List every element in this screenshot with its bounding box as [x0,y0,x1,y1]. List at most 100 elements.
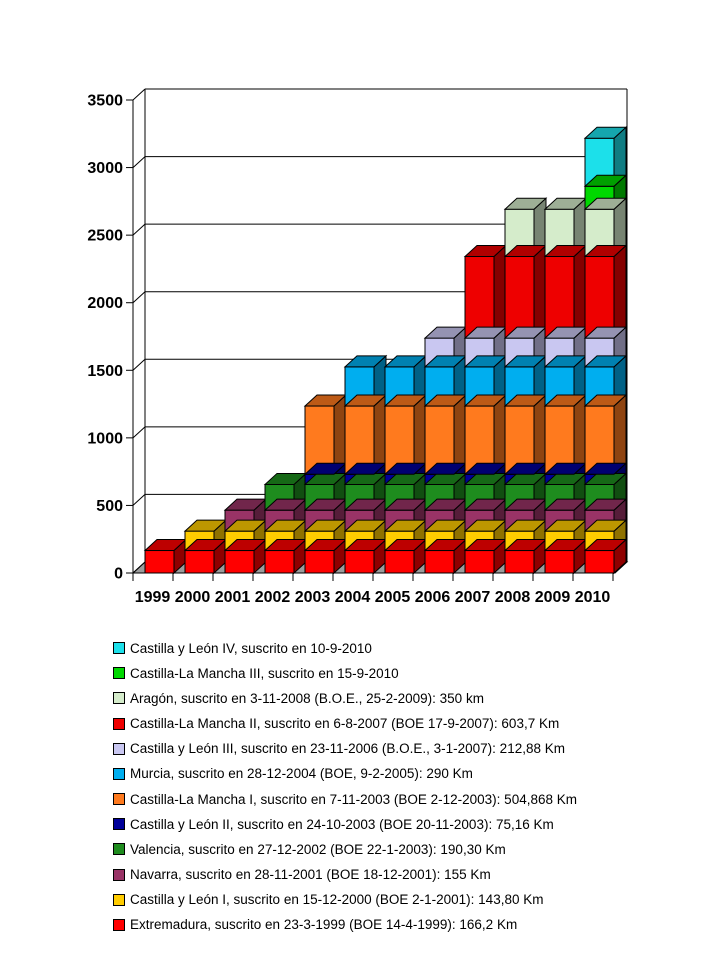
legend-swatch-icon [113,918,125,931]
y-tick-connector [132,426,146,439]
bar-2000 [183,518,228,575]
legend-swatch-icon [113,692,125,705]
segment-side-face [533,244,547,340]
segment-front-face [504,550,535,574]
segment-front-face [344,550,375,574]
x-axis-label: 1999 [135,589,171,606]
segment-front-face [304,550,335,574]
bar-2008 [503,197,548,575]
segment-side-face [613,244,627,340]
segment-top-face [583,498,628,511]
segment-front-face [144,550,175,574]
segment-side-face [613,393,627,476]
bar-2003 [303,393,348,575]
y-axis-label: 3500 [87,93,123,110]
segment-top-face [583,394,628,407]
segment-front-face [264,550,295,574]
bar-2007 [463,244,508,575]
y-axis-label: 3000 [87,160,123,177]
segment-front-face [584,550,615,574]
bar-2004 [343,354,388,575]
segment-top-face [583,519,628,532]
segment-side-face [413,393,427,476]
legend-label: Castilla-La Mancha II, suscrito en 6-8-2… [130,716,560,732]
legend-item: Valencia, suscrito en 27-12-2002 (BOE 22… [113,838,506,860]
segment-top-face [583,245,628,258]
x-axis-label: 2006 [415,589,451,606]
legend-item: Castilla y León II, suscrito en 24-10-20… [113,813,554,835]
segment-front-face [544,550,575,574]
legend-item: Castilla-La Mancha III, suscrito en 15-9… [113,662,399,684]
segment-top-face [583,462,628,475]
legend-label: Aragón, suscrito en 3-11-2008 (B.O.E., 2… [130,690,484,706]
legend-label: Castilla y León II, suscrito en 24-10-20… [130,816,554,832]
segment-top-face [583,126,628,139]
x-axis-label: 2004 [335,589,371,606]
legend-swatch-icon [113,868,125,881]
y-axis-label: 1500 [87,363,123,380]
bar-2005 [383,354,428,575]
legend-swatch-icon [113,767,125,780]
legend-item: Castilla y León III, suscrito en 23-11-2… [113,738,565,760]
y-axis-label: 0 [114,566,123,583]
x-axis-label: 2002 [255,589,291,606]
y-tick-connector [132,358,146,371]
x-axis-label: 2010 [575,589,611,606]
x-axis-label: 2008 [495,589,531,606]
segment-side-face [573,393,587,476]
segment-front-face [224,550,255,574]
bar-2001 [223,498,268,575]
legend-swatch-icon [113,818,125,831]
legend-label: Valencia, suscrito en 27-12-2002 (BOE 22… [130,841,506,857]
segment-top-face [503,197,548,210]
legend-label: Castilla-La Mancha I, suscrito en 7-11-2… [130,791,577,807]
legend-item: Castilla-La Mancha I, suscrito en 7-11-2… [113,788,577,810]
y-tick-connector [132,88,146,101]
bar-2006 [423,325,468,575]
segment-top-face [583,355,628,368]
legend-item: Castilla-La Mancha II, suscrito en 6-8-2… [113,713,559,735]
legend-label: Extremadura, suscrito en 23-3-1999 (BOE … [130,917,518,933]
legend-label: Castilla y León III, suscrito en 23-11-2… [130,741,565,757]
segment-side-face [453,393,467,476]
x-axis-label: 2007 [455,589,491,606]
bar-2009 [543,197,588,575]
y-axis-label: 500 [96,498,123,515]
legend-label: Castilla y León IV, suscrito en 10-9-201… [130,640,372,656]
y-tick-connector [132,223,146,236]
segment-side-face [573,244,587,340]
segment-top-face [583,174,628,187]
x-axis-label: 2003 [295,589,331,606]
legend-swatch-icon [113,742,125,755]
segment-top-face [583,197,628,210]
segment-front-face [504,256,535,339]
x-axis-label: 2009 [535,589,571,606]
legend-swatch-icon [113,717,125,730]
y-tick-connector [132,156,146,168]
y-axis-label: 2000 [87,295,123,312]
segment-front-face [424,550,455,574]
x-axis-label: 2005 [375,589,411,606]
legend-swatch-icon [113,793,125,806]
segment-side-face [333,393,347,476]
segment-side-face [493,393,507,476]
x-axis-label: 2001 [215,589,251,606]
segment-top-face [583,472,628,485]
legend-item: Murcia, suscrito en 28-12-2004 (BOE, 9-2… [113,763,473,785]
bar-1999 [143,538,188,575]
y-axis-label: 2500 [87,228,123,245]
bar-2010 [583,126,628,575]
legend-item: Extremadura, suscrito en 23-3-1999 (BOE … [113,914,517,936]
legend-label: Murcia, suscrito en 28-12-2004 (BOE, 9-2… [130,766,473,782]
legend-label: Navarra, suscrito en 28-11-2001 (BOE 18-… [130,867,491,883]
legend-swatch-icon [113,843,125,856]
y-axis-label: 1000 [87,430,123,447]
legend-item: Castilla y León I, suscrito en 15-12-200… [113,889,543,911]
segment-side-face [493,244,507,340]
y-tick-connector [132,494,146,506]
legend-swatch-icon [113,893,125,906]
y-tick-connector [132,291,146,304]
legend-item: Aragón, suscrito en 3-11-2008 (B.O.E., 2… [113,687,484,709]
y-tick-connector [132,561,146,574]
